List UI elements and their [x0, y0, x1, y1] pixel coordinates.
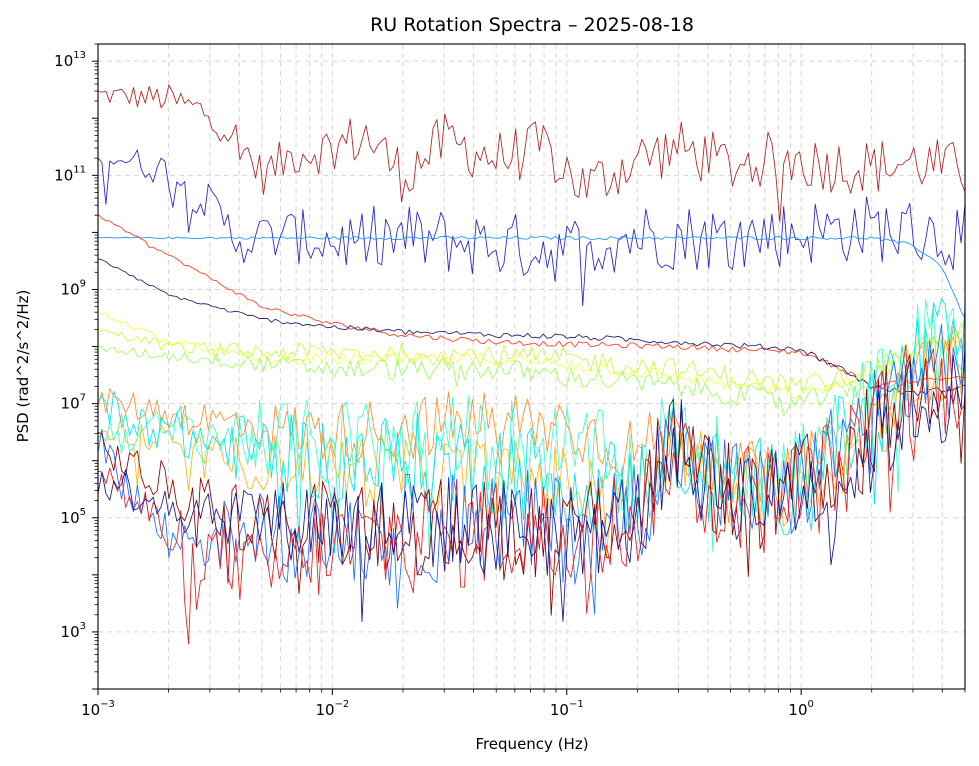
series-line-1: [98, 149, 965, 307]
series-line-6: [98, 319, 965, 394]
x-axis-label: Frequency (Hz): [475, 735, 588, 753]
plot-area: [98, 84, 965, 645]
series-line-14: [98, 340, 965, 645]
y-tick-label: 1013: [54, 50, 86, 70]
axes-frame: [97, 43, 966, 690]
ticks: 10−3 10−2 10−1 100 103 105 107 109 1011 1013: [54, 43, 966, 719]
series-line-11: [98, 298, 965, 554]
x-tick-label: 10−1: [550, 699, 584, 719]
x-tick-label: 10−3: [81, 699, 115, 719]
series-line-4: [98, 258, 965, 397]
y-tick-label: 1011: [54, 164, 86, 184]
y-tick-label: 107: [61, 393, 86, 413]
grid: [97, 44, 966, 689]
series-layer: [98, 84, 965, 645]
chart-title: RU Rotation Spectra – 2025-08-18: [370, 14, 694, 36]
y-tick-label: 103: [61, 621, 86, 641]
series-line-10: [98, 298, 965, 553]
series-line-13: [98, 354, 965, 616]
x-tick-label: 10−2: [315, 699, 349, 719]
series-line-7: [98, 319, 965, 417]
series-line-15: [98, 347, 965, 623]
series-line-8: [98, 325, 965, 524]
x-tick-label: 100: [788, 699, 813, 719]
y-axis-label: PSD (rad^2/s^2/Hz): [14, 290, 32, 443]
y-tick-label: 105: [61, 507, 86, 527]
series-line-9: [98, 336, 965, 557]
y-tick-label: 109: [61, 278, 86, 298]
series-line-5: [98, 311, 965, 399]
series-line-12: [98, 303, 965, 615]
series-line-2: [98, 235, 965, 319]
series-line-3: [98, 213, 965, 389]
series-line-0: [98, 84, 965, 223]
